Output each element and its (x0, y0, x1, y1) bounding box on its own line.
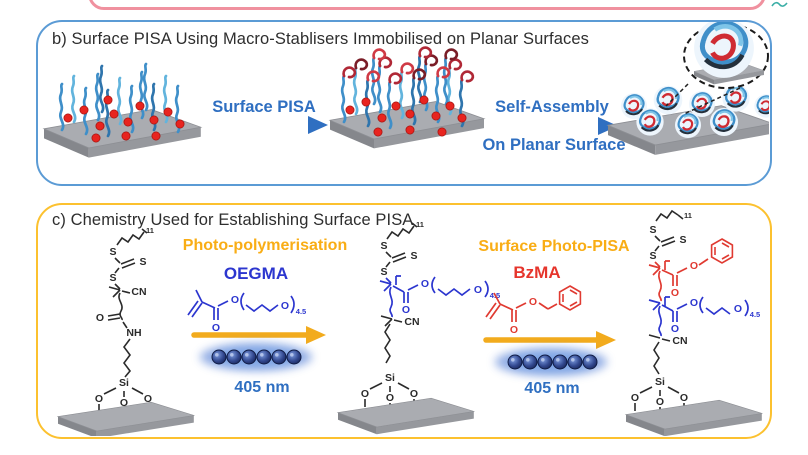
atom-label-s: S (410, 250, 417, 262)
atom-label-s: S (649, 224, 656, 236)
photo-polymerisation-label: Photo-polymerisation (182, 237, 348, 254)
atom-label-o: O (671, 323, 679, 335)
self-assembly-arrow (484, 117, 618, 135)
diblock-brushes-scene (329, 46, 485, 149)
atom-label-o: O (96, 312, 104, 324)
magnified-micelle-callout (665, 22, 769, 115)
surface-pisa-arrow (202, 116, 328, 134)
oeg-subscript: 4.5 (750, 310, 760, 319)
atom-label-o: O (120, 397, 128, 409)
panel-a-border-fragment (88, 0, 766, 10)
atom-label-s: S (109, 272, 116, 284)
alkyl-subscript: 11 (416, 220, 424, 229)
atom-label-s: S (380, 266, 387, 278)
panel-c-title: c) Chemistry Used for Establishing Surfa… (52, 211, 414, 229)
atom-label-si: Si (385, 372, 395, 384)
pbzma-block: O O (648, 238, 734, 302)
group-label-cn: CN (672, 335, 687, 347)
atom-label-s: S (649, 250, 656, 262)
atom-label-o: O (690, 297, 698, 309)
alkyl-subscript: 11 (684, 211, 692, 220)
photo-polymerisation-arrow (191, 326, 326, 344)
atom-label-o: O (474, 284, 482, 296)
group-label-nh: NH (126, 327, 141, 339)
surface-photo-pisa-label: Surface Photo-PISA (478, 238, 630, 255)
panel-b: b) Surface PISA Using Macro-Stablisers I… (36, 20, 772, 186)
atom-label-s: S (109, 246, 116, 258)
bzma-monomer-structure: O O (485, 285, 582, 336)
bzma-label: BzMA (513, 263, 561, 282)
atom-label-o: O (361, 388, 369, 400)
oeg-subscript: 4.5 (296, 307, 306, 316)
raft-agent-structure: 11 S S S CN O NH Si O O O (95, 226, 154, 416)
oegma-label: OEGMA (223, 264, 289, 283)
atom-label-o: O (144, 393, 152, 405)
hydrophobic-block-curls (342, 46, 475, 85)
atom-label-si: Si (655, 376, 665, 388)
atom-label-s: S (679, 234, 686, 246)
led-array-1 (200, 343, 312, 371)
atom-label-o: O (690, 260, 698, 272)
atom-label-o: O (529, 296, 537, 308)
wavelength-label-2: 405 nm (524, 380, 580, 397)
panel-a-content-fragment (771, 1, 788, 7)
surface-pisa-label: Surface PISA (212, 98, 316, 116)
atom-label-s: S (139, 256, 146, 268)
atom-label-o: O (510, 324, 518, 336)
panel-c-illustration: 11 S S S CN O NH Si O O O (57, 209, 763, 436)
atom-label-si: Si (119, 377, 129, 389)
atom-label-o: O (212, 322, 220, 334)
group-label-cn: CN (131, 286, 146, 298)
wavelength-label-1: 405 nm (234, 379, 290, 396)
on-planar-surface-label: On Planar Surface (482, 136, 626, 154)
led-array-2 (495, 348, 607, 376)
atom-label-o: O (680, 392, 688, 404)
atom-label-o: O (402, 304, 410, 316)
atom-label-o: O (231, 294, 239, 306)
alkyl-subscript: 11 (146, 226, 154, 235)
atom-label-o: O (671, 287, 679, 299)
panel-c: c) Chemistry Used for Establishing Surfa… (36, 203, 772, 439)
oegma-monomer-structure: O O O 4.5 (187, 289, 306, 334)
group-label-cn: CN (404, 316, 419, 328)
poegma-block: O O O 4.5 (648, 296, 760, 337)
panel-b-illustration (43, 22, 769, 159)
atom-label-o: O (631, 392, 639, 404)
atom-label-s: S (380, 240, 387, 252)
atom-label-o: O (734, 303, 742, 315)
atom-label-o: O (95, 393, 103, 405)
self-assembly-label: Self-Assembly (495, 98, 609, 116)
atom-label-o: O (410, 388, 418, 400)
surface-photo-pisa-arrow (483, 331, 616, 349)
atom-label-o: O (281, 300, 289, 312)
surface-brushes-scene (43, 62, 202, 159)
atom-label-o: O (656, 396, 664, 408)
atom-label-o: O (421, 278, 429, 290)
atom-label-o: O (386, 392, 394, 404)
diblock-product-structure: 11 S S S O O (631, 209, 760, 415)
panel-b-title: b) Surface PISA Using Macro-Stablisers I… (52, 30, 589, 48)
